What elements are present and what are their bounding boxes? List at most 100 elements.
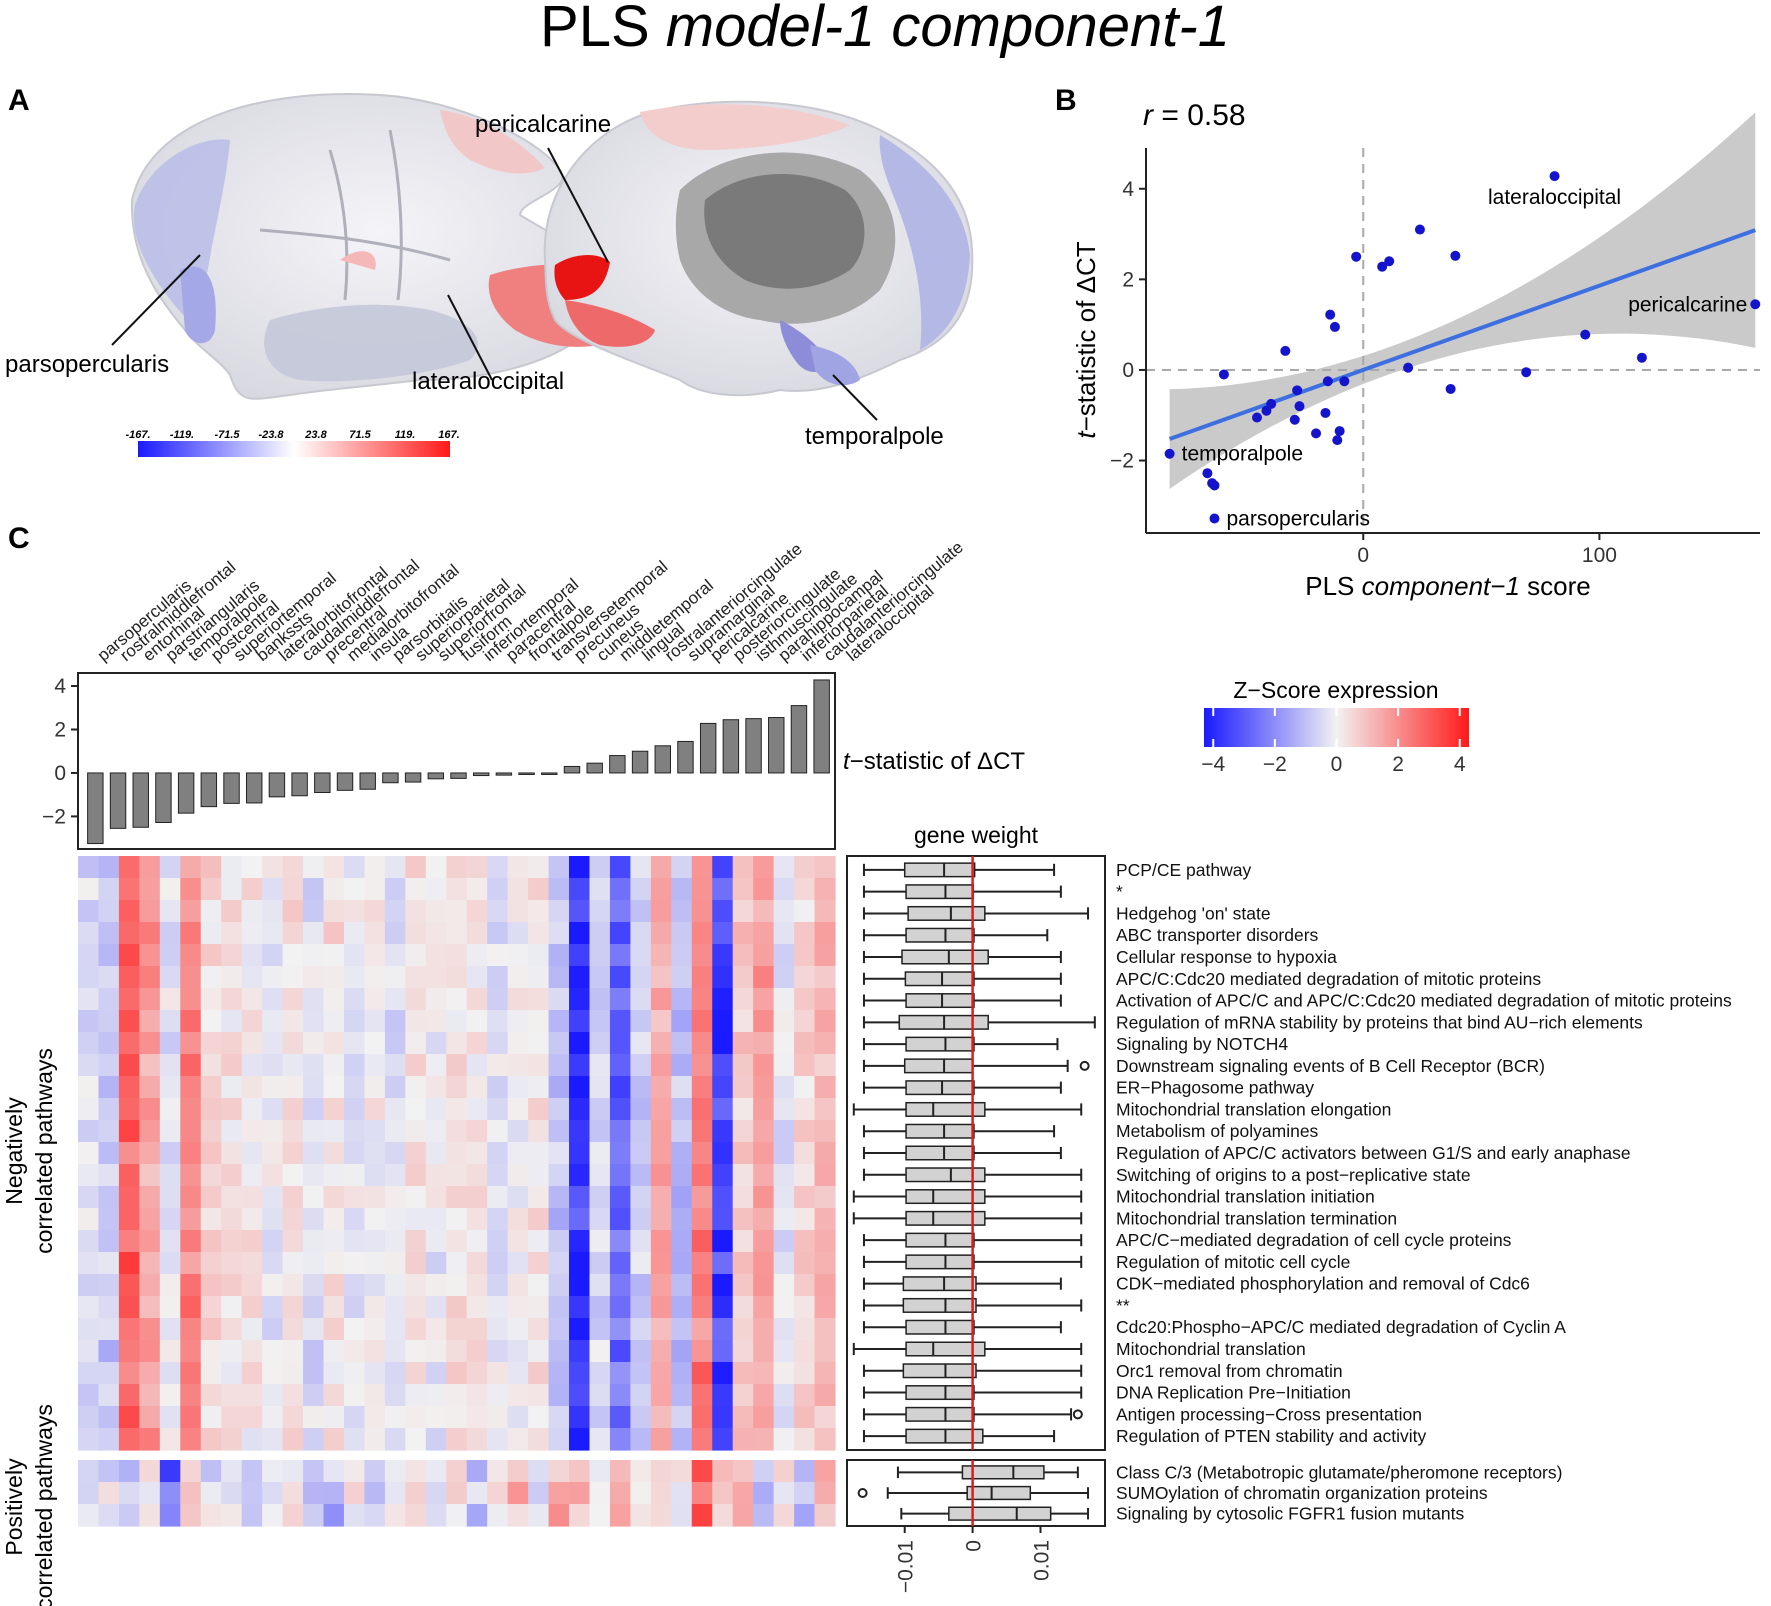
- heatmap-cell: [159, 1098, 181, 1121]
- heatmap-cell: [753, 988, 775, 1011]
- heatmap-cell: [78, 922, 100, 945]
- heatmap-cell: [221, 1010, 243, 1033]
- heatmap-cell: [262, 1296, 284, 1319]
- scatter-point: [1202, 468, 1213, 479]
- bar: [586, 762, 603, 774]
- heatmap-cell: [241, 944, 263, 967]
- heatmap-cell: [569, 1362, 591, 1385]
- heatmap-cell: [794, 1142, 816, 1165]
- heatmap-cell: [78, 1482, 100, 1505]
- pathway-label: CDK−mediated phosphorylation and removal…: [1116, 1274, 1530, 1294]
- bar: [609, 755, 626, 774]
- heatmap-cell: [139, 1460, 161, 1483]
- heatmap-cell: [691, 900, 713, 923]
- heatmap-cell: [671, 1482, 693, 1505]
- heatmap-cell: [241, 1252, 263, 1275]
- heatmap-cell: [405, 1318, 427, 1341]
- heatmap-cell: [282, 856, 304, 879]
- heatmap-cell: [384, 1384, 406, 1407]
- heatmap-cell: [609, 1460, 632, 1483]
- heatmap-cell: [712, 1098, 734, 1121]
- box-frame-negative: [846, 855, 1106, 1451]
- heatmap-cell: [323, 1340, 345, 1363]
- heatmap-cell: [159, 1504, 181, 1527]
- heatmap-cell: [425, 1010, 447, 1033]
- heatmap-cell: [507, 856, 529, 879]
- heatmap-cell: [528, 1318, 550, 1341]
- heatmap-cell: [712, 856, 734, 879]
- heatmap-cell: [425, 1482, 447, 1505]
- heatmap-cell: [814, 944, 836, 967]
- heatmap-cell: [221, 1186, 243, 1209]
- heatmap-cell: [753, 1186, 775, 1209]
- heatmap-cell: [323, 1482, 345, 1505]
- heatmap-cell: [569, 988, 591, 1011]
- heatmap-cell: [405, 878, 427, 901]
- heatmap-cell: [589, 1230, 611, 1253]
- heatmap-cell: [569, 944, 591, 967]
- y-tick-label: 4: [1122, 178, 1134, 201]
- heatmap-cell: [446, 1460, 468, 1483]
- bar: [472, 772, 490, 777]
- heatmap-cell: [180, 1318, 202, 1341]
- heatmap-cell: [753, 1504, 775, 1527]
- heatmap-cell: [794, 1164, 816, 1187]
- heatmap-cell: [343, 1142, 366, 1165]
- heatmap-cell: [241, 1362, 263, 1385]
- heatmap-cell: [241, 1120, 263, 1143]
- heatmap-cell: [753, 1252, 775, 1275]
- heatmap-cell: [180, 1010, 202, 1033]
- heatmap-cell: [732, 1230, 754, 1253]
- heatmap-cell: [98, 1120, 120, 1143]
- heatmap-cell: [159, 1120, 181, 1143]
- heatmap-cell: [241, 1406, 263, 1429]
- y-tick-label: 0: [54, 762, 66, 785]
- heatmap-cell: [712, 1504, 734, 1527]
- heatmap-cell: [384, 856, 406, 879]
- heatmap-cell: [180, 944, 202, 967]
- heatmap-cell: [814, 922, 836, 945]
- heatmap-cell: [609, 1120, 632, 1143]
- heatmap-cell: [78, 1252, 100, 1275]
- heatmap-cell: [159, 1164, 181, 1187]
- heatmap-cell: [303, 1120, 325, 1143]
- positive-group-label-line2: correlated pathways: [31, 1404, 57, 1606]
- heatmap-cell: [446, 1142, 468, 1165]
- bar: [722, 719, 740, 774]
- heatmap-cell: [446, 1252, 468, 1275]
- scatter-point: [1521, 367, 1532, 378]
- heatmap-cell: [712, 1208, 734, 1231]
- heatmap-cell: [753, 1164, 775, 1187]
- heatmap-cell: [118, 1406, 140, 1429]
- pathway-label: Regulation of mRNA stability by proteins…: [1116, 1012, 1643, 1032]
- heatmap-cell: [282, 1274, 304, 1297]
- heatmap-cell: [794, 1010, 816, 1033]
- heatmap-cell: [343, 1318, 366, 1341]
- heatmap-cell: [630, 1054, 652, 1077]
- heatmap-cell: [364, 988, 386, 1011]
- heatmap-cell: [200, 1054, 222, 1077]
- scatter-point: [1209, 513, 1220, 524]
- heatmap-cell: [487, 1428, 509, 1451]
- heatmap-cell: [384, 1406, 406, 1429]
- heatmap-cell: [773, 1406, 795, 1429]
- point-label-pericalcarine: pericalcarine: [1628, 293, 1747, 316]
- heatmap-cell: [139, 900, 161, 923]
- heatmap-cell: [78, 1010, 100, 1033]
- heatmap-cell: [609, 1142, 632, 1165]
- heatmap-cell: [98, 922, 120, 945]
- heatmap-cell: [139, 1296, 161, 1319]
- heatmap-cell: [323, 988, 345, 1011]
- heatmap-cell: [466, 1032, 488, 1055]
- heatmap-cell: [630, 1098, 652, 1121]
- heatmap-cell: [732, 1120, 754, 1143]
- heatmap-cell: [753, 1076, 775, 1099]
- heatmap-cell: [262, 1318, 284, 1341]
- heatmap-cell: [609, 966, 632, 989]
- heatmap-cell: [282, 1208, 304, 1231]
- heatmap-cell: [753, 1098, 775, 1121]
- pathway-label: Regulation of mitotic cell cycle: [1116, 1252, 1350, 1272]
- heatmap-cell: [262, 1252, 284, 1275]
- heatmap-cell: [814, 1186, 836, 1209]
- positive-group-label-line1: Positively: [1, 1458, 27, 1556]
